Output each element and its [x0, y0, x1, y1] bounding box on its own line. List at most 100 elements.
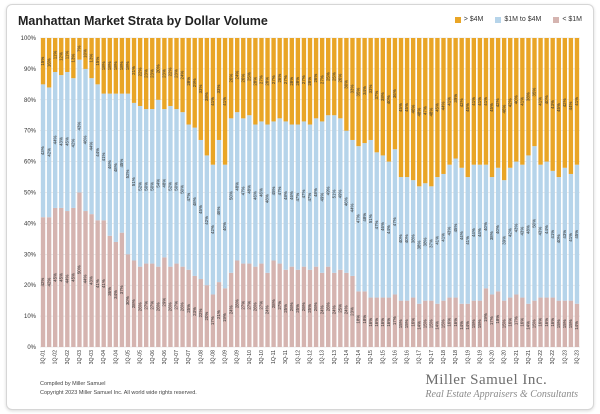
- x-tick-label: 1Q-20: [490, 350, 496, 365]
- data-label: 50%: [174, 182, 179, 191]
- bar-1m-to-4m: [356, 146, 361, 292]
- data-label: 16%: [386, 318, 391, 327]
- x-tick-label: 1Q-02: [53, 350, 59, 365]
- data-label: 40%: [398, 234, 403, 243]
- data-label: 45%: [398, 103, 403, 112]
- data-label: 46%: [83, 135, 88, 144]
- bar-1m-to-4m: [574, 164, 580, 304]
- data-label: 18%: [101, 61, 106, 70]
- data-label: 41%: [101, 279, 106, 288]
- bar-over-4m: [374, 38, 379, 153]
- bar-1m-to-4m: [550, 170, 555, 298]
- data-label: 51%: [368, 214, 373, 223]
- bar-over-4m: [77, 38, 82, 60]
- data-label: 42%: [204, 216, 209, 225]
- data-label: 30%: [125, 296, 130, 305]
- data-label: 44%: [64, 275, 69, 284]
- bar-1m-to-4m: [447, 164, 452, 298]
- bar-1m-to-4m: [307, 124, 313, 270]
- bar-over-4m: [235, 38, 240, 113]
- data-label: 47%: [301, 190, 306, 199]
- bar-under-1m: [338, 269, 343, 347]
- data-label: 42%: [40, 278, 45, 287]
- data-label: 43%: [58, 137, 63, 146]
- data-label: 24%: [265, 305, 270, 314]
- data-label: 44%: [95, 148, 100, 157]
- data-label: 20%: [155, 64, 160, 73]
- data-label: 40%: [513, 95, 518, 104]
- bar-under-1m: [271, 260, 276, 347]
- bar-over-4m: [344, 38, 349, 131]
- bar-over-4m: [150, 38, 155, 110]
- data-label: 15%: [471, 319, 476, 328]
- y-tick-label: 80%: [24, 98, 37, 104]
- bar-over-4m: [216, 38, 222, 140]
- y-tick-label: 50%: [24, 191, 37, 197]
- bar-over-4m: [222, 38, 228, 165]
- bar-under-1m: [40, 217, 46, 347]
- data-label: 16%: [520, 318, 525, 327]
- bar-1m-to-4m: [71, 78, 76, 208]
- data-label: 39%: [501, 236, 506, 245]
- data-label: 38%: [422, 237, 427, 246]
- bar-over-4m: [362, 38, 367, 144]
- data-label: 23%: [350, 307, 355, 316]
- data-label: 25%: [307, 304, 312, 313]
- x-tick-label: 1Q-22: [538, 350, 544, 365]
- data-label: 15%: [95, 57, 100, 66]
- data-label: 47%: [422, 106, 427, 115]
- data-label: 43%: [520, 227, 525, 236]
- bar-over-4m: [59, 38, 64, 76]
- data-label: 29%: [192, 78, 197, 87]
- bar-under-1m: [562, 300, 568, 347]
- bar-under-1m: [180, 266, 185, 347]
- bar-1m-to-4m: [156, 99, 161, 267]
- bar-1m-to-4m: [471, 164, 477, 301]
- bar-under-1m: [107, 235, 112, 347]
- bar-under-1m: [386, 297, 392, 347]
- bar-over-4m: [259, 38, 264, 122]
- data-label: 20%: [204, 312, 209, 321]
- data-label: 14%: [526, 321, 531, 330]
- data-label: 48%: [526, 225, 531, 234]
- bar-over-4m: [107, 38, 112, 94]
- bar-1m-to-4m: [168, 105, 173, 267]
- data-label: 41%: [101, 152, 106, 161]
- x-tick-label: 3Q-14: [356, 350, 362, 365]
- bar-1m-to-4m: [162, 109, 167, 258]
- brand-name: Miller Samuel Inc.: [425, 372, 548, 388]
- data-label: 47%: [307, 193, 312, 202]
- x-tick-label: 1Q-13: [320, 350, 326, 365]
- bar-1m-to-4m: [83, 68, 88, 212]
- bar-1m-to-4m: [125, 93, 131, 255]
- bar-1m-to-4m: [362, 143, 367, 292]
- data-label: 21%: [131, 66, 136, 75]
- data-label: 24%: [228, 305, 233, 314]
- bar-over-4m: [307, 38, 313, 125]
- bar-over-4m: [441, 38, 446, 174]
- data-label: 48%: [113, 163, 118, 172]
- data-label: 33%: [350, 85, 355, 94]
- bar-1m-to-4m: [186, 124, 191, 270]
- data-label: 45%: [556, 103, 561, 112]
- bar-1m-to-4m: [113, 93, 119, 242]
- bar-over-4m: [471, 38, 477, 165]
- bar-over-4m: [192, 38, 197, 128]
- data-label: 26%: [289, 302, 294, 311]
- data-label: 45%: [465, 103, 470, 112]
- bar-under-1m: [277, 263, 282, 347]
- data-label: 28%: [186, 77, 191, 86]
- data-label: 28%: [295, 77, 300, 86]
- bar-under-1m: [423, 300, 428, 347]
- data-label: 28%: [131, 299, 136, 308]
- data-label: 27%: [259, 301, 264, 310]
- data-label: 44%: [471, 228, 476, 237]
- data-label: 43%: [538, 227, 543, 236]
- x-tick-label: 1Q-11: [271, 350, 277, 364]
- data-label: 48%: [283, 191, 288, 200]
- bar-under-1m: [429, 300, 434, 347]
- data-label: 17%: [489, 316, 494, 325]
- bar-1m-to-4m: [204, 155, 210, 286]
- bar-under-1m: [71, 207, 76, 347]
- bar-under-1m: [235, 260, 240, 347]
